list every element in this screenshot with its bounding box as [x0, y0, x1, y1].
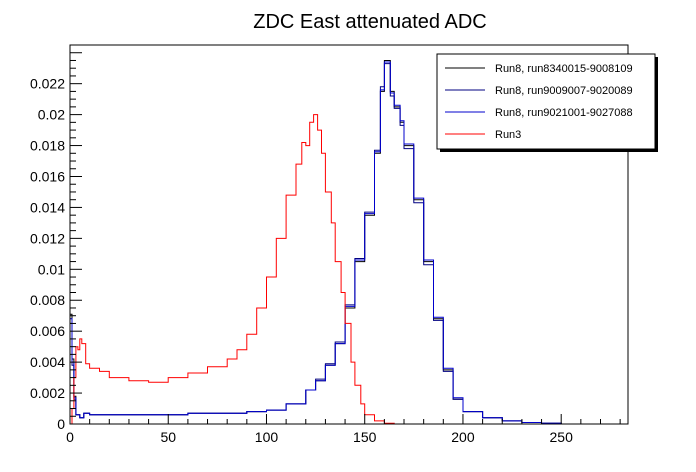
- series-line-3: [70, 61, 628, 425]
- x-tick-label: 200: [451, 429, 475, 445]
- x-tick-label: 100: [255, 429, 279, 445]
- x-tick-label: 250: [550, 429, 574, 445]
- y-tick-label: 0.008: [30, 292, 65, 308]
- x-tick-label: 0: [66, 429, 74, 445]
- plot-frame: [69, 44, 629, 425]
- legend-label: Run8, run9021001-9027088: [495, 107, 633, 119]
- chart-title: ZDC East attenuated ADC: [253, 11, 486, 33]
- y-tick-label: 0.01: [38, 261, 65, 277]
- legend-label: Run8, run9009007-9020089: [495, 85, 633, 97]
- plot-series-group: [70, 60, 628, 425]
- y-tick-label: 0.018: [30, 138, 65, 154]
- x-tick-label: 50: [160, 429, 176, 445]
- legend-box: [436, 53, 656, 150]
- legend: Run8, run8340015-9008109 Run8, run9009007…: [436, 53, 658, 152]
- series-line-4: [70, 114, 628, 425]
- y-tick-label: 0.004: [30, 354, 65, 370]
- y-tick-label: 0.002: [30, 385, 65, 401]
- legend-label: Run8, run8340015-9008109: [495, 63, 633, 75]
- y-tick-label: 0.014: [30, 199, 65, 215]
- x-tick-label: 150: [353, 429, 377, 445]
- x-axis: 0 50 100 150 200 250: [66, 414, 621, 445]
- legend-label: Run3: [495, 129, 521, 141]
- y-axis: 0 0.002 0.004 0.006 0.008 0.01 0.012 0.014 0.016…: [30, 44, 82, 432]
- y-tick-label: 0.022: [30, 76, 65, 92]
- y-tick-label: 0.016: [30, 168, 65, 184]
- y-tick-label: 0.02: [38, 107, 65, 123]
- y-tick-label: 0: [57, 416, 65, 432]
- y-tick-label: 0.012: [30, 230, 65, 246]
- y-tick-label: 0.006: [30, 323, 65, 339]
